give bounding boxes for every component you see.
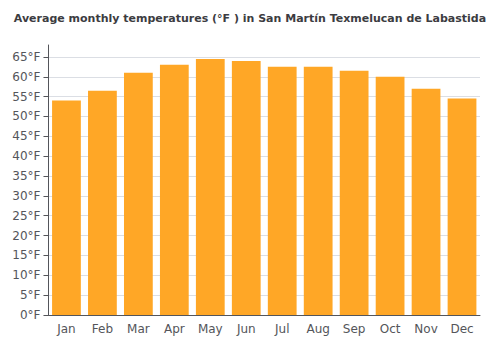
svg-text:Jun: Jun xyxy=(236,322,256,336)
svg-text:50°F: 50°F xyxy=(12,109,40,123)
svg-text:Aug: Aug xyxy=(306,322,329,336)
svg-text:Nov: Nov xyxy=(414,322,437,336)
svg-text:Sep: Sep xyxy=(343,322,366,336)
svg-text:40°F: 40°F xyxy=(12,149,40,163)
svg-text:Dec: Dec xyxy=(450,322,473,336)
svg-text:55°F: 55°F xyxy=(12,90,40,104)
svg-text:Average monthly temperatures (: Average monthly temperatures (°F ) in Sa… xyxy=(14,12,486,25)
svg-text:10°F: 10°F xyxy=(12,268,40,282)
svg-text:35°F: 35°F xyxy=(12,169,40,183)
svg-text:20°F: 20°F xyxy=(12,229,40,243)
svg-text:0°F: 0°F xyxy=(20,308,41,322)
svg-text:60°F: 60°F xyxy=(12,70,40,84)
svg-text:45°F: 45°F xyxy=(12,129,40,143)
svg-text:May: May xyxy=(198,322,223,336)
svg-text:Mar: Mar xyxy=(127,322,150,336)
svg-text:Oct: Oct xyxy=(380,322,401,336)
svg-text:30°F: 30°F xyxy=(12,189,40,203)
svg-text:Jan: Jan xyxy=(56,322,76,336)
svg-text:Feb: Feb xyxy=(92,322,113,336)
svg-text:15°F: 15°F xyxy=(12,248,40,262)
svg-text:Apr: Apr xyxy=(164,322,185,336)
svg-text:65°F: 65°F xyxy=(12,50,40,64)
svg-text:25°F: 25°F xyxy=(12,209,40,223)
svg-text:5°F: 5°F xyxy=(20,288,41,302)
svg-text:Jul: Jul xyxy=(274,322,289,336)
